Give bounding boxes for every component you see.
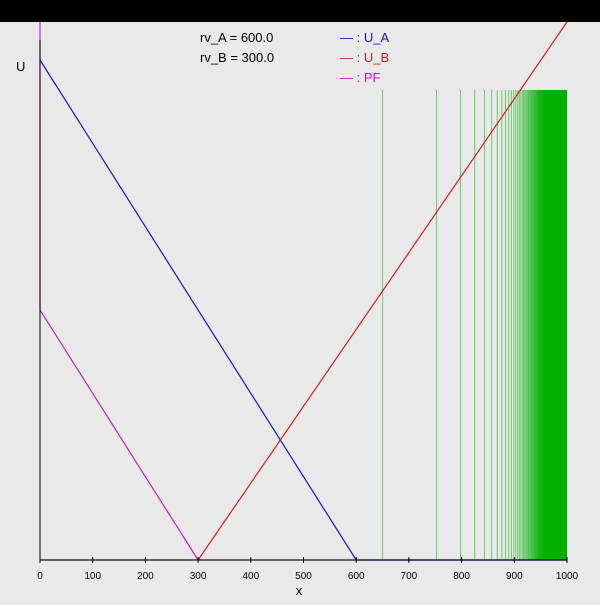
annotation-rv-a: rv_A = 600.0: [200, 30, 273, 45]
x-tick-label-0: 0: [37, 571, 43, 582]
vertical-lines: [382, 90, 567, 560]
legend-pf: — : PF: [340, 70, 381, 85]
x-tick-label-300: 300: [190, 571, 207, 582]
legend-u-b: — : U_B: [340, 50, 389, 65]
series-line-u-b: [40, 21, 568, 561]
x-axis-label: x: [296, 583, 303, 598]
x-tick-label-100: 100: [84, 571, 101, 582]
x-tick-label-800: 800: [453, 571, 470, 582]
annotation-rv-b: rv_B = 300.0: [200, 50, 274, 65]
x-tick-label-600: 600: [348, 571, 365, 582]
legend-u-a: — : U_A: [340, 30, 389, 45]
series-layer: [39, 21, 568, 561]
x-tick-label-700: 700: [401, 571, 418, 582]
top-bar: [0, 0, 600, 22]
x-tick-label-400: 400: [242, 571, 259, 582]
vertical-line-dense-band: [545, 90, 567, 560]
series-line-pf: [39, 22, 567, 561]
series-line-u-a: [39, 59, 567, 561]
y-axis-label: U: [16, 59, 25, 74]
x-ticks: 0 100 200 300 400 500 600 700 800 900 1000: [37, 557, 579, 582]
x-tick-label-500: 500: [295, 571, 312, 582]
x-tick-label-1000: 1000: [556, 571, 579, 582]
x-tick-label-900: 900: [506, 571, 523, 582]
x-tick-label-200: 200: [137, 571, 154, 582]
